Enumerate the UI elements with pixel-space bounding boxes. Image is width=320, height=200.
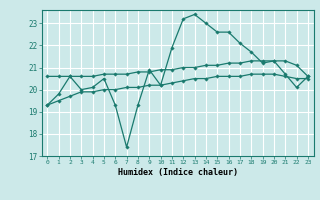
X-axis label: Humidex (Indice chaleur): Humidex (Indice chaleur) <box>118 168 237 177</box>
